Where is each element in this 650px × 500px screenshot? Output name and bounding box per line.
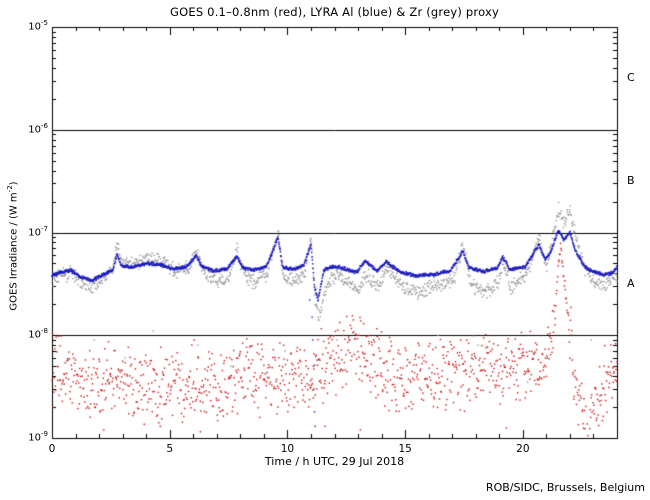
x-tick-label: 10: [280, 443, 295, 455]
x-tick-label: 20: [516, 443, 530, 455]
y-tick-label: 10-5: [28, 19, 48, 33]
y-tick-label: 10-8: [28, 327, 48, 341]
flare-class-label-a: A: [627, 276, 635, 290]
x-tick-label: 15: [398, 443, 412, 455]
y-axis-label-text: GOES Irradiance / (W m: [8, 192, 20, 311]
y-axis-label-exponent: -2: [6, 185, 14, 193]
y-axis-label: GOES Irradiance / (W m-2): [6, 101, 20, 391]
y-tick-label: 10-9: [28, 430, 48, 444]
x-tick-label: 0: [48, 443, 56, 455]
flare-class-label-c: C: [627, 71, 635, 85]
x-axis-label: Time / h UTC, 29 Jul 2018: [264, 455, 405, 468]
y-tick-label: 10-6: [28, 121, 48, 136]
credit-text: ROB/SIDC, Brussels, Belgium: [485, 481, 645, 494]
chart-title: GOES 0.1–0.8nm (red), LYRA Al (blue) & Z…: [170, 5, 499, 19]
y-tick-label: 10-7: [28, 224, 48, 238]
x-tick-label: 5: [166, 443, 174, 455]
flare-class-label-b: B: [627, 174, 635, 188]
y-axis-label-suffix: ): [8, 181, 20, 186]
